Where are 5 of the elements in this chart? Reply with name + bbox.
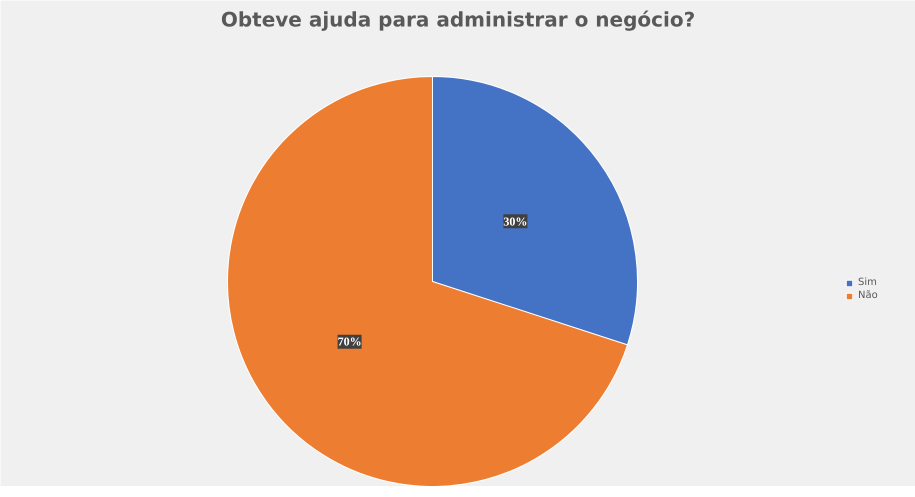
data-label: 70% [338,334,362,349]
chart-title: Obteve ajuda para administrar o negócio? [220,8,696,32]
legend-label: Não [858,290,878,301]
legend-label: Sim [858,277,878,288]
data-label: 30% [503,214,528,228]
